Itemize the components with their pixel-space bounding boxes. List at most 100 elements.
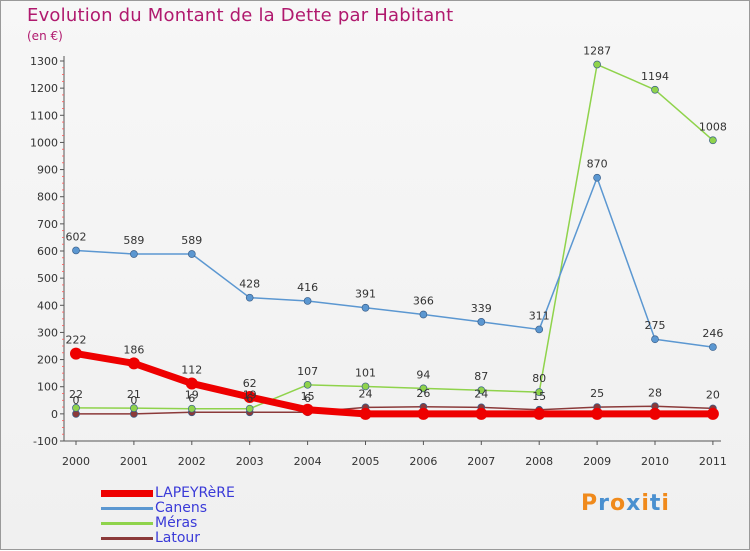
proxiti-logo: Proxiti — [581, 491, 670, 516]
data-label: 15 — [301, 390, 315, 403]
x-tick-label: 2010 — [641, 455, 669, 468]
data-point — [303, 380, 312, 389]
data-label: 0 — [73, 394, 80, 407]
y-tick-label: 500 — [37, 272, 58, 285]
data-point — [475, 407, 488, 420]
data-point — [245, 404, 254, 413]
data-label: 25 — [590, 387, 604, 400]
x-tick-label: 2009 — [583, 455, 611, 468]
data-point — [70, 347, 82, 360]
data-point — [593, 173, 601, 182]
data-label: 24 — [474, 387, 488, 400]
series-line-1 — [75, 176, 714, 348]
data-label: 101 — [355, 366, 376, 379]
data-point — [535, 388, 544, 396]
logo-letter: o — [609, 491, 627, 516]
data-point — [127, 357, 140, 370]
data-label: 428 — [239, 278, 260, 291]
y-tick-label: 100 — [37, 381, 58, 394]
data-point — [72, 246, 80, 255]
logo-letter: t — [649, 491, 662, 516]
data-point — [417, 407, 430, 420]
data-label: 22 — [69, 388, 83, 401]
data-label: 246 — [702, 327, 723, 340]
data-point — [185, 377, 198, 390]
data-label: 15 — [532, 390, 546, 403]
logo-letter: i — [641, 491, 650, 516]
data-point — [533, 407, 546, 420]
data-point — [361, 303, 370, 312]
data-point — [301, 403, 314, 416]
data-label: 1008 — [699, 120, 727, 133]
data-label: 94 — [416, 368, 430, 381]
series-line-3 — [75, 405, 714, 415]
chart-subtitle: (en €) — [27, 29, 63, 43]
data-point — [243, 391, 256, 404]
y-tick-label: 800 — [37, 191, 58, 204]
data-point — [477, 386, 486, 395]
data-label: 87 — [474, 370, 488, 383]
data-label: 186 — [123, 343, 144, 356]
data-label: 24 — [359, 387, 373, 400]
data-label: 21 — [127, 388, 141, 401]
y-tick-label: 1100 — [30, 109, 58, 122]
legend-swatch — [101, 507, 153, 510]
legend-swatch — [101, 522, 153, 525]
data-point — [72, 404, 80, 412]
legend-swatch — [101, 537, 153, 540]
data-label: 26 — [416, 387, 430, 400]
data-label: 339 — [471, 302, 492, 315]
data-point — [187, 250, 196, 258]
legend-label: Latour — [155, 530, 201, 546]
data-label: 6 — [246, 392, 253, 405]
data-point — [477, 317, 486, 326]
data-point — [130, 404, 138, 413]
data-point — [651, 85, 659, 94]
logo-letter: r — [598, 491, 610, 516]
data-label: 602 — [66, 230, 87, 243]
x-tick-label: 2003 — [236, 455, 264, 468]
series-line-2 — [75, 63, 714, 410]
y-tick-label: 600 — [37, 245, 58, 258]
data-point — [591, 407, 604, 420]
legend-label: Méras — [155, 515, 198, 531]
x-tick-label: 2011 — [699, 455, 727, 468]
data-point — [535, 325, 544, 334]
data-label: 1287 — [583, 45, 611, 58]
data-point — [187, 404, 196, 413]
data-point — [361, 382, 370, 391]
logo-letter: x — [626, 491, 642, 516]
data-label: 366 — [413, 295, 434, 308]
logo-letter: P — [581, 491, 599, 516]
data-label: 416 — [297, 281, 318, 294]
data-label: 391 — [355, 288, 376, 301]
data-label: 870 — [587, 158, 608, 171]
data-label: 20 — [706, 388, 720, 401]
x-tick-label: 2007 — [467, 455, 495, 468]
x-tick-label: 2005 — [352, 455, 380, 468]
y-tick-label: 700 — [37, 218, 58, 231]
y-tick-label: 300 — [37, 326, 58, 339]
x-tick-label: 2008 — [525, 455, 553, 468]
x-tick-label: 2001 — [120, 455, 148, 468]
data-label: 6 — [188, 392, 195, 405]
data-label: 19 — [243, 389, 257, 402]
chart-title: Evolution du Montant de la Dette par Hab… — [27, 5, 454, 26]
y-tick-label: 1000 — [30, 136, 58, 149]
data-label: 589 — [123, 234, 144, 247]
legend-label: Canens — [155, 500, 208, 516]
data-label: 222 — [66, 334, 87, 347]
data-point — [303, 297, 312, 305]
data-point — [130, 250, 138, 258]
data-label: 62 — [243, 377, 257, 390]
data-label: 0 — [130, 394, 137, 407]
data-label: 589 — [181, 234, 202, 247]
data-label: 112 — [181, 363, 202, 376]
x-tick-label: 2006 — [409, 455, 437, 468]
legend-swatch — [101, 490, 153, 497]
data-label: 28 — [648, 386, 662, 399]
data-label: 6 — [304, 392, 311, 405]
data-label: 80 — [532, 372, 546, 385]
